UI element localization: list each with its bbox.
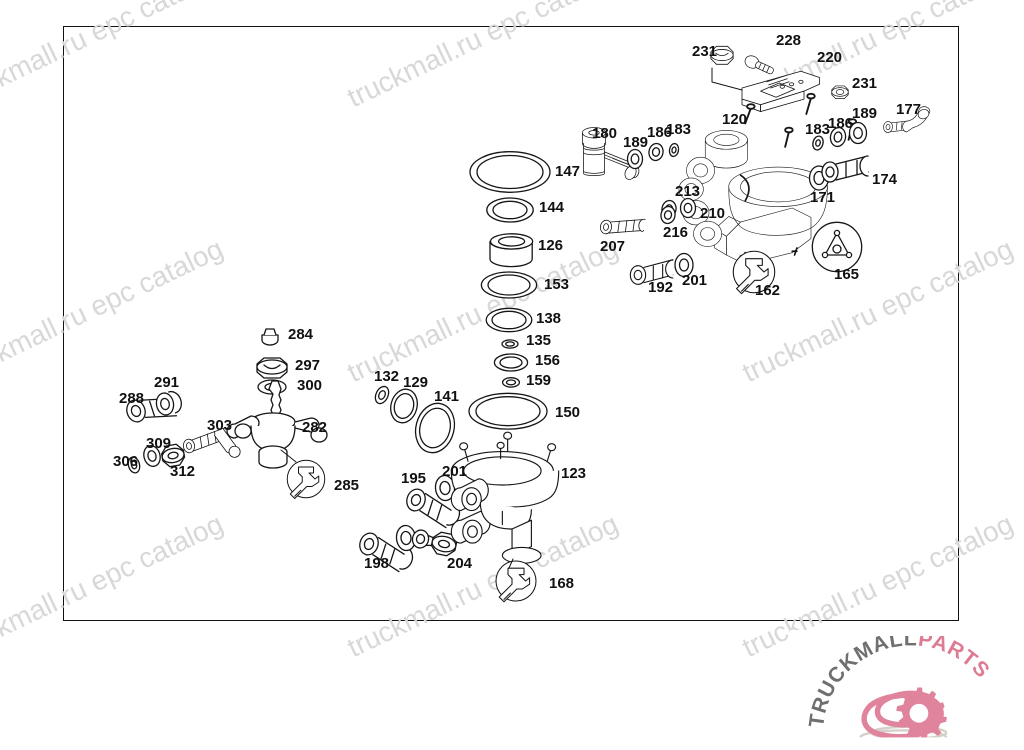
svg-text:TRUCKMALLPARTS: TRUCKMALLPARTS xyxy=(805,636,994,729)
